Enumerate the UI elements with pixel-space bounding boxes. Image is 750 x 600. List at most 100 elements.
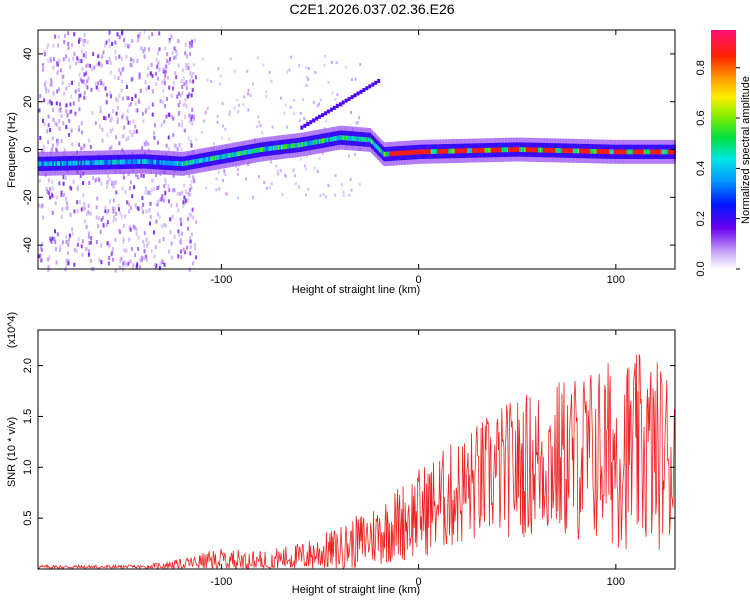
noise-speck bbox=[158, 266, 161, 270]
noise-speck bbox=[95, 178, 97, 182]
noise-speck bbox=[164, 46, 167, 51]
noise-speck bbox=[59, 247, 61, 252]
noise-speck bbox=[318, 102, 321, 106]
signal-core bbox=[205, 157, 208, 162]
noise-speck bbox=[172, 132, 175, 137]
signal-core bbox=[309, 140, 312, 146]
noise-speck bbox=[132, 224, 135, 229]
noise-speck bbox=[169, 217, 172, 222]
signal-core bbox=[385, 151, 388, 157]
noise-speck bbox=[183, 195, 186, 200]
harmonic-speck bbox=[365, 86, 369, 91]
signal-core bbox=[481, 148, 484, 153]
noise-speck bbox=[114, 50, 117, 54]
noise-speck bbox=[71, 227, 74, 232]
signal-core bbox=[281, 144, 283, 150]
noise-speck bbox=[307, 67, 310, 71]
noise-speck bbox=[58, 58, 61, 63]
signal-core bbox=[228, 152, 231, 158]
signal-core bbox=[460, 148, 463, 154]
colorbar-ticks: 0.0 0.2 0.4 0.6 0.8 bbox=[695, 60, 740, 277]
harmonic-speck bbox=[324, 111, 327, 116]
noise-speck bbox=[205, 186, 208, 190]
noise-speck bbox=[129, 129, 132, 134]
harmonic-speck bbox=[326, 109, 330, 114]
noise-speck bbox=[139, 88, 142, 93]
noise-speck bbox=[143, 30, 146, 35]
signal-core bbox=[669, 149, 672, 155]
signal-core bbox=[617, 149, 619, 155]
signal-core bbox=[434, 149, 436, 154]
noise-speck bbox=[140, 173, 143, 178]
noise-speck bbox=[182, 204, 185, 208]
x-tick-label: 100 bbox=[607, 576, 625, 588]
noise-speck bbox=[89, 211, 92, 216]
signal-core bbox=[528, 147, 531, 153]
noise-speck bbox=[288, 68, 291, 72]
signal-core bbox=[487, 147, 490, 153]
noise-speck bbox=[56, 71, 59, 76]
signal-core bbox=[112, 159, 115, 165]
noise-speck bbox=[251, 82, 254, 86]
noise-speck bbox=[319, 98, 322, 102]
signal-core bbox=[243, 150, 246, 156]
noise-speck bbox=[164, 104, 167, 108]
noise-speck bbox=[177, 254, 180, 259]
noise-speck bbox=[349, 177, 352, 181]
signal-core bbox=[421, 149, 424, 155]
noise-speck bbox=[181, 119, 184, 124]
noise-speck bbox=[163, 223, 166, 228]
noise-speck bbox=[171, 50, 174, 55]
noise-speck bbox=[145, 140, 148, 145]
noise-speck bbox=[59, 108, 62, 113]
noise-speck bbox=[129, 180, 132, 185]
noise-speck bbox=[40, 258, 43, 263]
noise-speck bbox=[163, 119, 166, 124]
noise-speck bbox=[161, 258, 164, 263]
noise-speck bbox=[65, 258, 68, 263]
signal-core bbox=[399, 150, 402, 156]
noise-speck bbox=[49, 99, 52, 104]
signal-core bbox=[352, 136, 354, 141]
noise-speck bbox=[68, 110, 71, 115]
noise-speck bbox=[265, 186, 268, 190]
noise-speck bbox=[179, 100, 181, 105]
noise-speck bbox=[160, 122, 163, 127]
signal-core bbox=[276, 145, 279, 150]
noise-speck bbox=[327, 81, 330, 84]
signal-core bbox=[181, 161, 184, 167]
noise-speck bbox=[268, 186, 271, 190]
noise-speck bbox=[47, 100, 50, 105]
noise-speck bbox=[118, 54, 121, 59]
noise-speck bbox=[190, 186, 193, 190]
signal-core bbox=[495, 147, 498, 153]
signal-core bbox=[172, 160, 175, 166]
noise-speck bbox=[57, 35, 60, 39]
noise-speck bbox=[60, 193, 63, 197]
noise-speck bbox=[62, 57, 65, 62]
noise-speck bbox=[93, 65, 96, 70]
noise-speck bbox=[100, 243, 103, 248]
noise-speck bbox=[174, 55, 177, 60]
noise-speck bbox=[42, 118, 44, 123]
noise-speck bbox=[137, 34, 140, 39]
noise-speck bbox=[43, 98, 46, 103]
noise-speck bbox=[145, 237, 148, 242]
noise-speck bbox=[127, 136, 130, 141]
snr-x-axis-label: Height of straight line (km) bbox=[292, 584, 420, 596]
noise-speck bbox=[101, 127, 104, 132]
noise-speck bbox=[109, 70, 112, 75]
noise-speck bbox=[190, 117, 193, 122]
noise-speck bbox=[68, 238, 70, 242]
noise-speck bbox=[51, 210, 54, 215]
noise-speck bbox=[190, 140, 193, 145]
noise-speck bbox=[193, 114, 196, 119]
signal-core bbox=[498, 147, 501, 153]
noise-speck bbox=[177, 229, 180, 234]
noise-speck bbox=[132, 262, 135, 267]
x-tick-label: -100 bbox=[210, 274, 232, 286]
noise-speck bbox=[88, 241, 91, 245]
signal-core bbox=[503, 147, 506, 153]
signal-core bbox=[222, 154, 225, 159]
noise-speck bbox=[67, 261, 70, 266]
